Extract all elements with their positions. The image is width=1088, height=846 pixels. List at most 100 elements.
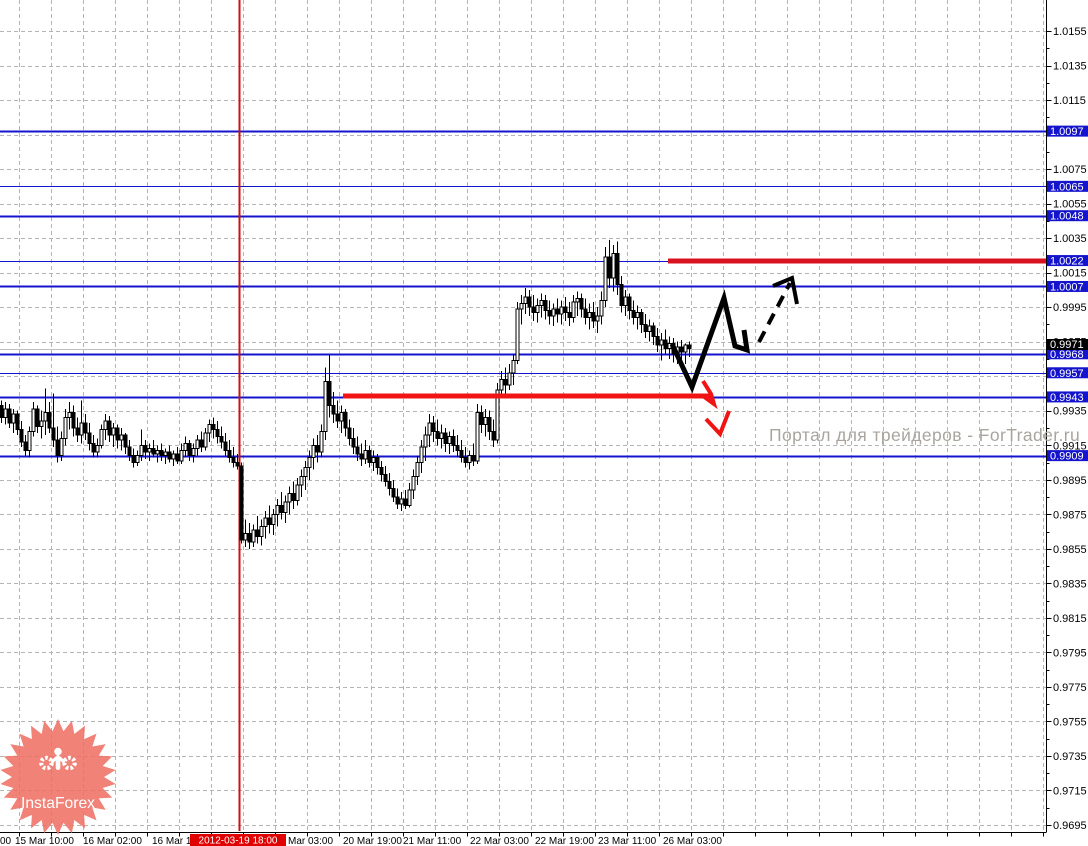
candle bbox=[399, 491, 404, 511]
candle bbox=[535, 298, 540, 323]
annotations-layer bbox=[343, 258, 1046, 438]
candle-body bbox=[299, 475, 304, 486]
price-axis-label: 1.0135 bbox=[1053, 61, 1087, 73]
black-zigzag-arrow[interactable] bbox=[669, 289, 751, 394]
candle-body bbox=[267, 517, 272, 526]
candle bbox=[187, 440, 192, 461]
candle-body bbox=[227, 449, 232, 458]
price-axis: 1.0155 1.0135 1.0115 1.0075 1.0055 1.0035 1.00… bbox=[1047, 26, 1088, 832]
candle-body bbox=[447, 436, 452, 445]
candle bbox=[3, 402, 8, 425]
candle-body bbox=[639, 311, 644, 325]
level-price-badge-value: 1.0007 bbox=[1050, 281, 1084, 293]
candle bbox=[267, 505, 272, 534]
candle-body bbox=[291, 493, 296, 501]
candle bbox=[35, 405, 40, 434]
current-price-value: 0.9971 bbox=[1050, 339, 1084, 351]
black-dashed-arrow[interactable] bbox=[757, 282, 792, 343]
candle-body bbox=[631, 310, 636, 319]
candle bbox=[511, 353, 516, 385]
candle-body bbox=[627, 296, 632, 312]
instaforex-logo-text: InstaForex bbox=[21, 795, 95, 812]
candle-body bbox=[531, 306, 536, 313]
candle-body bbox=[623, 296, 628, 306]
candle-body bbox=[491, 430, 496, 441]
candle bbox=[487, 410, 492, 441]
candle bbox=[323, 367, 328, 441]
time-axis-label: 23 Mar 11:00 bbox=[598, 836, 657, 846]
candle bbox=[135, 450, 140, 466]
time-axis: 00 15 Mar 10:00 16 Mar 02:00 16 Mar 18: Mar … bbox=[0, 836, 722, 846]
price-axis-label: 0.9775 bbox=[1053, 682, 1087, 694]
level-price-badge-value: 1.0022 bbox=[1050, 256, 1084, 268]
candle-body bbox=[499, 379, 504, 391]
candle-body bbox=[15, 413, 20, 431]
candle bbox=[463, 446, 468, 468]
candle bbox=[315, 434, 320, 463]
red-arrowhead[interactable] bbox=[704, 410, 731, 438]
candle-body bbox=[527, 296, 532, 308]
candle bbox=[527, 289, 532, 316]
candle-body bbox=[551, 308, 556, 317]
candle bbox=[99, 424, 104, 449]
candle-body bbox=[243, 532, 248, 541]
candle bbox=[531, 295, 536, 321]
candle-body bbox=[187, 443, 192, 457]
candle bbox=[151, 440, 156, 458]
candle bbox=[643, 314, 648, 339]
candle-body bbox=[351, 437, 356, 448]
level-price-badge-bg bbox=[1047, 348, 1088, 360]
candle bbox=[335, 400, 340, 428]
candle-body bbox=[687, 344, 692, 350]
price-axis-label: 0.9815 bbox=[1053, 613, 1087, 625]
candle bbox=[419, 440, 424, 473]
candle-body bbox=[163, 451, 168, 457]
candle-body bbox=[367, 449, 372, 464]
level-price-badge-bg bbox=[1047, 255, 1088, 267]
candle bbox=[95, 438, 100, 458]
grid-layer bbox=[0, 0, 1046, 831]
candle bbox=[107, 415, 112, 442]
candle-body bbox=[471, 455, 476, 462]
candle bbox=[203, 428, 208, 451]
candle bbox=[391, 479, 396, 503]
axes-frame bbox=[0, 0, 1052, 837]
candle-body bbox=[171, 453, 176, 460]
candle-body bbox=[567, 311, 572, 319]
candle bbox=[347, 419, 352, 446]
candle bbox=[103, 414, 108, 441]
candle bbox=[423, 426, 428, 461]
level-price-badge: 1.0007 bbox=[1047, 280, 1088, 293]
selected-time-value: 2012-03-19 18:00 bbox=[199, 836, 278, 846]
candle bbox=[395, 488, 400, 510]
candle bbox=[355, 436, 360, 461]
candle bbox=[115, 424, 120, 449]
candle-body bbox=[223, 441, 228, 451]
candle bbox=[367, 445, 372, 468]
candle-body bbox=[403, 498, 408, 507]
candle-body bbox=[103, 420, 108, 431]
candle bbox=[255, 516, 260, 544]
level-price-badge-bg bbox=[1047, 391, 1088, 403]
candle-body bbox=[91, 443, 96, 453]
candle bbox=[27, 426, 32, 458]
candle bbox=[207, 419, 212, 442]
candle bbox=[147, 443, 152, 461]
price-axis-label: 1.0035 bbox=[1053, 233, 1087, 245]
candle-body bbox=[495, 389, 500, 441]
candle-body bbox=[203, 432, 208, 448]
candle-body bbox=[39, 420, 44, 427]
candle-body bbox=[23, 441, 28, 451]
candle-body bbox=[339, 411, 344, 422]
candle bbox=[215, 421, 220, 444]
candle-body bbox=[435, 430, 440, 439]
red-arrow-tail[interactable] bbox=[701, 379, 718, 410]
candle-body bbox=[127, 446, 132, 457]
candle-body bbox=[79, 422, 84, 436]
candle-body bbox=[311, 444, 316, 458]
candle bbox=[243, 519, 248, 548]
black-dashed-arrowhead[interactable] bbox=[772, 275, 799, 305]
candle-body bbox=[251, 529, 256, 543]
candle bbox=[259, 519, 264, 546]
